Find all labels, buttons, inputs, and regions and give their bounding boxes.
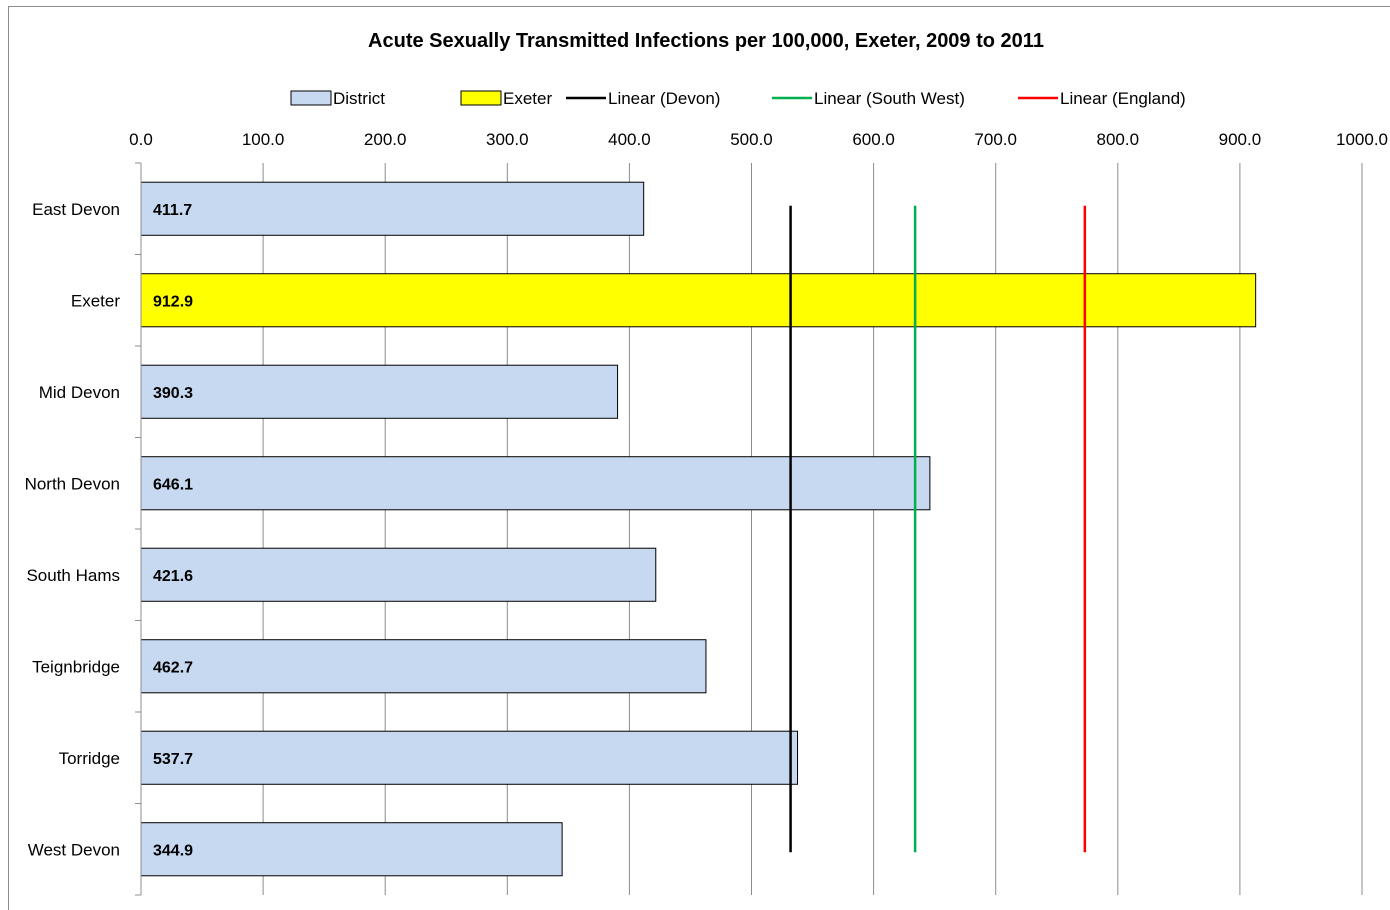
chart-title: Acute Sexually Transmitted Infections pe…	[368, 30, 1044, 52]
bar-east-devon	[140, 181, 645, 236]
bar-south-hams	[140, 547, 657, 602]
x-tick-label-1000-0: 1000.0	[1336, 130, 1388, 149]
data-label-torridge: 537.7	[153, 751, 193, 768]
legend-label-linear-england: Linear (England)	[1060, 89, 1186, 108]
category-label-torridge: Torridge	[59, 749, 120, 768]
category-axis	[135, 162, 142, 896]
data-label-exeter: 912.9	[153, 293, 193, 310]
x-axis-tick-labels: 0.0 100.0 200.0 300.0 400.0 500.0 600.0 700.0 80…	[129, 130, 1388, 149]
category-labels: East Devon Exeter Mid Devon North Devon Sout…	[25, 200, 121, 860]
legend-label-linear-south-west: Linear (South West)	[814, 89, 965, 108]
legend-label-district: District	[333, 89, 385, 108]
category-label-south-hams: South Hams	[26, 566, 120, 585]
x-tick-label-600-0: 600.0	[852, 130, 895, 149]
reference-lines	[789, 205, 1087, 853]
x-tick-label-100-0: 100.0	[242, 130, 285, 149]
data-label-west-devon: 344.9	[153, 842, 193, 859]
legend-swatch-district	[290, 90, 332, 106]
category-label-east-devon: East Devon	[32, 200, 120, 219]
category-label-west-devon: West Devon	[28, 840, 120, 859]
bars	[140, 181, 1257, 877]
data-label-east-devon: 411.7	[153, 202, 192, 219]
category-label-mid-devon: Mid Devon	[39, 383, 120, 402]
bar-exeter	[140, 273, 1257, 328]
data-label-south-hams: 421.6	[153, 568, 193, 585]
bar-torridge	[140, 730, 799, 785]
bar-mid-devon	[140, 364, 619, 419]
legend: District Exeter Linear (Devon) Linear (Sout…	[290, 89, 1186, 108]
category-label-teignbridge: Teignbridge	[32, 657, 120, 676]
x-tick-label-900-0: 900.0	[1219, 130, 1262, 149]
bar-west-devon	[140, 822, 563, 877]
x-tick-label-500-0: 500.0	[730, 130, 773, 149]
x-tick-label-200-0: 200.0	[364, 130, 407, 149]
x-tick-label-800-0: 800.0	[1097, 130, 1140, 149]
legend-swatch-exeter	[460, 90, 502, 106]
data-label-mid-devon: 390.3	[153, 385, 193, 402]
x-tick-label-400-0: 400.0	[608, 130, 651, 149]
bar-teignbridge	[140, 639, 707, 694]
legend-label-exeter: Exeter	[503, 89, 552, 108]
bar-north-devon	[140, 456, 931, 511]
x-tick-label-0-0: 0.0	[129, 130, 153, 149]
data-label-north-devon: 646.1	[153, 476, 193, 493]
data-labels: 411.7 912.9 390.3 646.1 421.6 462.7 537.7 344.9	[153, 202, 193, 860]
data-label-teignbridge: 462.7	[153, 659, 193, 676]
gridlines	[262, 163, 1363, 895]
x-tick-label-700-0: 700.0	[974, 130, 1017, 149]
legend-label-linear-devon: Linear (Devon)	[608, 89, 720, 108]
x-tick-label-300-0: 300.0	[486, 130, 529, 149]
category-label-north-devon: North Devon	[25, 474, 120, 493]
category-label-exeter: Exeter	[71, 291, 120, 310]
